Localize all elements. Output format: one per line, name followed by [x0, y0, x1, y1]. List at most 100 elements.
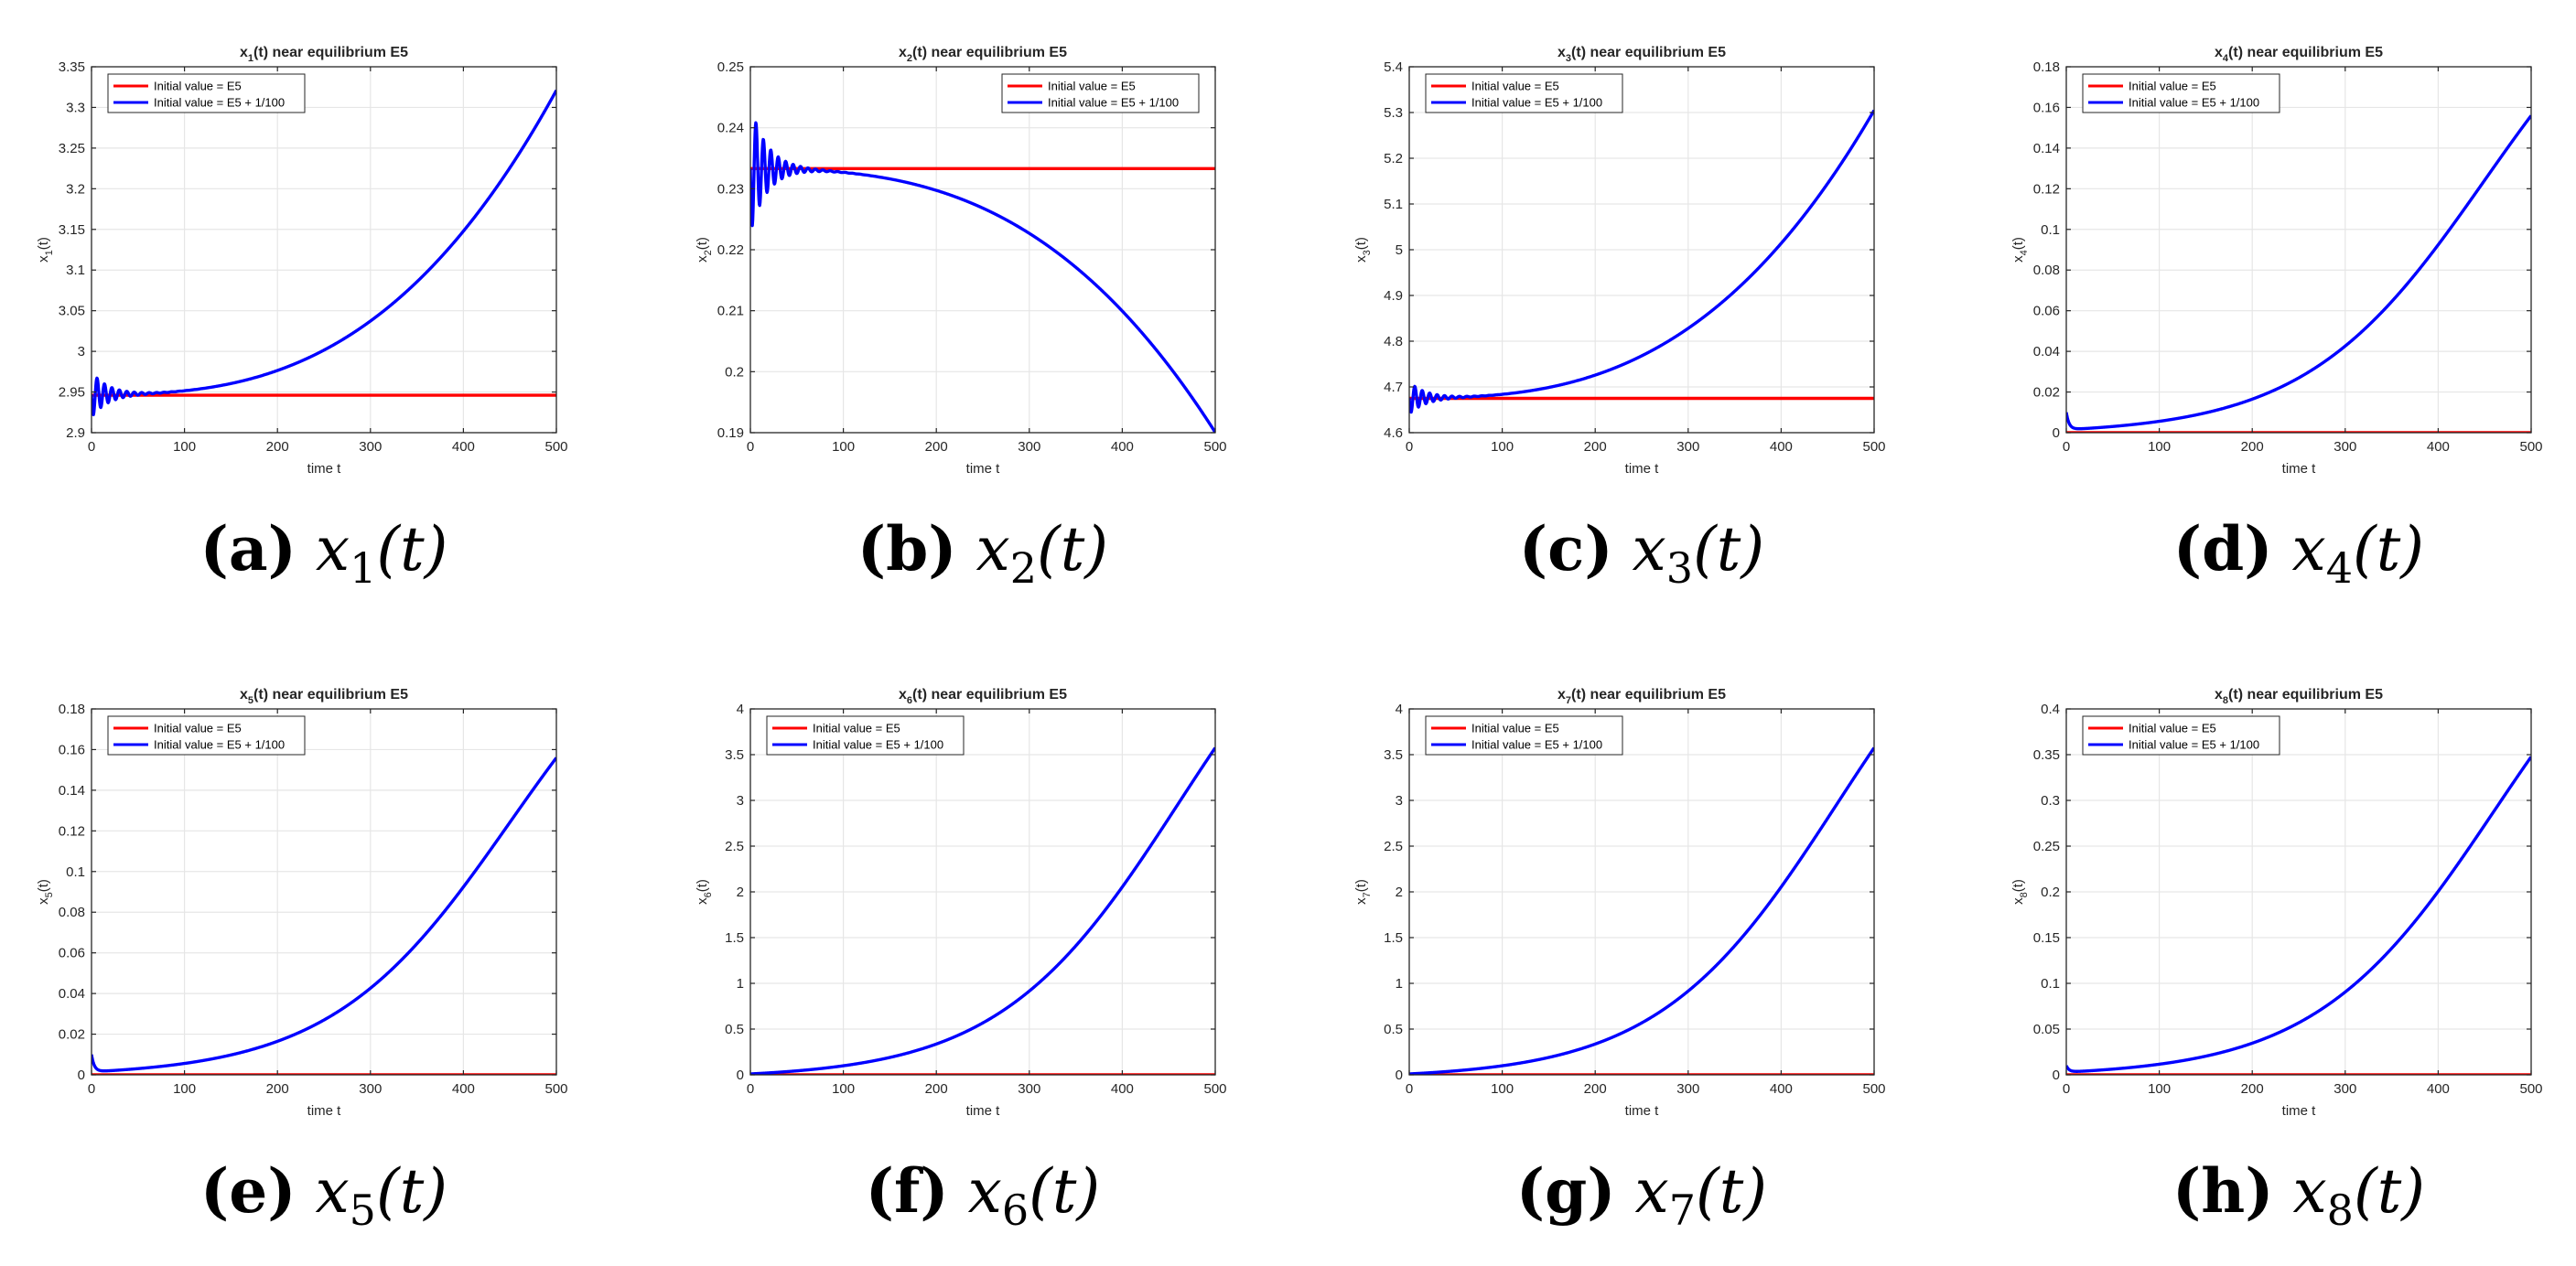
y-tick-label: 2	[1396, 885, 1403, 900]
axes-box	[91, 708, 557, 1076]
y-tick-label: 0.12	[2033, 181, 2060, 197]
chart-panel-e: 0 100 200 300 400 500 0 0.02 0.04 0.06 0.08 0.1 0.12…	[36, 687, 568, 1235]
x-tick-label: 400	[452, 1081, 475, 1097]
y-tick-label: 0.3	[2041, 793, 2060, 809]
y-tick-label: 3.25	[59, 141, 85, 156]
x-axis-label: time t	[966, 461, 1001, 477]
x-tick-label: 400	[2427, 439, 2450, 455]
legend-label: Initial value = E5 + 1/100	[813, 738, 943, 752]
y-tick-label: 0.15	[2033, 930, 2060, 946]
y-tick-label: 0.08	[59, 905, 85, 920]
series-line-perturbed	[2066, 114, 2531, 431]
y-tick-label: 2.9	[66, 425, 85, 441]
x-tick-label: 200	[925, 439, 948, 455]
legend-label: Initial value = E5	[1471, 80, 1559, 93]
x-tick-label: 0	[88, 1081, 95, 1097]
x-tick-label: 200	[266, 1081, 289, 1097]
y-tick-label: 0.02	[59, 1027, 85, 1043]
y-tick-label: 2.5	[725, 839, 744, 854]
y-tick-label: 0	[1396, 1068, 1403, 1083]
legend-box	[107, 73, 306, 113]
y-tick-label: 1	[1396, 976, 1403, 992]
y-axis-label: x6(t)	[695, 879, 714, 905]
y-tick-label: 3	[78, 344, 85, 359]
y-tick-label: 0.24	[717, 121, 744, 136]
y-axis-label: x8(t)	[2010, 879, 2030, 905]
y-tick-label: 0.1	[66, 864, 85, 880]
x-tick-label: 500	[2519, 439, 2542, 455]
chart-title: x8(t) near equilibrium E5	[2215, 687, 2383, 706]
y-tick-label: 0	[737, 1068, 744, 1083]
chart-panel-g: 0 100 200 300 400 500 0 0.5 1 1.5 2 2.5 3 3.5 4 x7(t) n…	[1353, 687, 1886, 1235]
y-tick-label: 2.95	[59, 385, 85, 401]
y-tick-label: 0.4	[2041, 702, 2060, 717]
series-line-perturbed	[1409, 746, 1874, 1075]
series-line-perturbed	[2066, 756, 2531, 1073]
y-tick-label: 0.21	[717, 304, 744, 319]
legend-label: Initial value = E5 + 1/100	[2129, 738, 2259, 752]
x-tick-label: 400	[2427, 1081, 2450, 1097]
x-tick-label: 200	[1584, 1081, 1607, 1097]
plot-area	[92, 67, 556, 433]
x-tick-label: 100	[832, 439, 855, 455]
x-axis-label: time t	[307, 1103, 342, 1119]
panel-caption: (f) x6(t)	[866, 1155, 1100, 1235]
legend-label: Initial value = E5	[154, 80, 242, 93]
y-tick-label: 0.02	[2033, 385, 2060, 401]
x-tick-label: 500	[2519, 1081, 2542, 1097]
legend-box	[766, 715, 965, 756]
legend-label: Initial value = E5	[1048, 80, 1136, 93]
y-tick-label: 0.14	[2033, 141, 2060, 156]
x-axis-label: time t	[2282, 461, 2317, 477]
y-tick-label: 0.18	[59, 702, 85, 717]
axes-box	[2065, 66, 2532, 434]
y-tick-label: 3.15	[59, 222, 85, 238]
x-tick-label: 500	[544, 1081, 567, 1097]
y-tick-label: 3.5	[725, 747, 744, 763]
y-tick-label: 3.1	[66, 263, 85, 278]
y-tick-label: 0.04	[2033, 344, 2060, 359]
x-tick-label: 0	[747, 439, 754, 455]
x-tick-label: 200	[2241, 1081, 2264, 1097]
x-tick-label: 0	[1406, 1081, 1413, 1097]
series-line-perturbed	[92, 89, 556, 417]
x-tick-label: 400	[1111, 1081, 1134, 1097]
y-tick-label: 2	[737, 885, 744, 900]
x-axis-label: time t	[2282, 1103, 2317, 1119]
x-tick-label: 200	[925, 1081, 948, 1097]
y-tick-label: 3.05	[59, 304, 85, 319]
legend-label: Initial value = E5 + 1/100	[154, 738, 285, 752]
x-tick-label: 300	[359, 1081, 382, 1097]
chart-panel-h: 0 100 200 300 400 500 0 0.05 0.1 0.15 0.2 0.25 0.3 0.…	[2010, 687, 2543, 1235]
legend-label: Initial value = E5 + 1/100	[154, 96, 285, 110]
legend: Initial value = E5 Initial value = E5 + 1…	[2082, 73, 2280, 113]
x-tick-label: 300	[2333, 1081, 2356, 1097]
y-tick-label: 0.16	[59, 742, 85, 757]
legend-label: Initial value = E5	[2129, 722, 2216, 735]
legend-label: Initial value = E5	[1471, 722, 1559, 735]
series-line-perturbed	[92, 756, 556, 1073]
legend: Initial value = E5 Initial value = E5 + 1…	[107, 715, 306, 756]
x-tick-label: 100	[173, 439, 196, 455]
y-tick-label: 5.2	[1384, 151, 1403, 166]
legend-label: Initial value = E5 + 1/100	[1471, 738, 1602, 752]
legend-label: Initial value = E5	[2129, 80, 2216, 93]
series-line-perturbed	[750, 746, 1215, 1075]
x-tick-label: 400	[1770, 1081, 1793, 1097]
y-tick-label: 0.18	[2033, 59, 2060, 75]
x-tick-label: 0	[747, 1081, 754, 1097]
y-tick-label: 1.5	[725, 930, 744, 946]
panel-caption: (a) x1(t)	[200, 513, 448, 593]
chart-title: x7(t) near equilibrium E5	[1557, 687, 1726, 706]
chart-panel-b: 0 100 200 300 400 500 0.19 0.2 0.21 0.22 0.23 0.24 0…	[695, 45, 1227, 593]
chart-title: x3(t) near equilibrium E5	[1557, 45, 1726, 64]
y-axis-label: x3(t)	[1353, 237, 1373, 263]
panel-caption: (d) x4(t)	[2173, 513, 2424, 593]
y-tick-label: 0.5	[725, 1022, 744, 1037]
x-tick-label: 0	[2063, 1081, 2070, 1097]
y-tick-label: 4.7	[1384, 380, 1403, 395]
panel-caption: (b) x2(t)	[857, 513, 1108, 593]
series-line-perturbed	[1409, 109, 1874, 414]
chart-title: x5(t) near equilibrium E5	[240, 687, 408, 706]
